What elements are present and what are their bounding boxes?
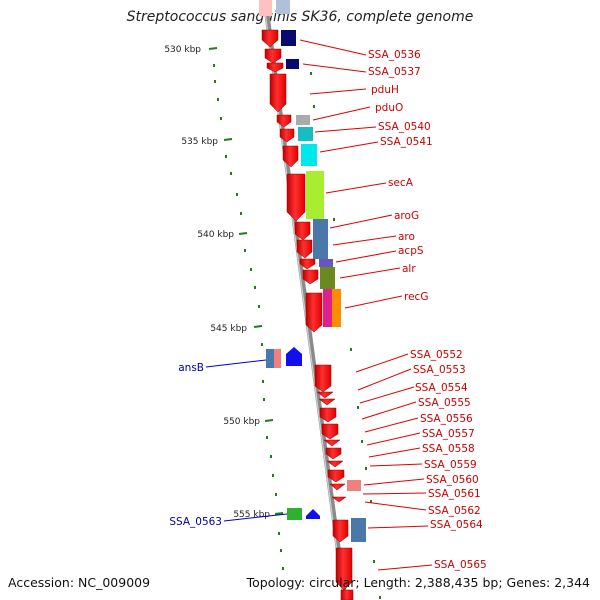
cds-feature — [302, 269, 319, 285]
gene-label[interactable]: aro — [398, 231, 415, 243]
gene-label[interactable]: SSA_0565 — [434, 559, 487, 571]
cog-feature — [286, 59, 299, 69]
ansB-feature — [274, 349, 281, 368]
ansB-feature — [266, 349, 274, 368]
cds-feature — [282, 145, 299, 168]
tick-555 — [274, 512, 284, 515]
gene-label[interactable]: SSA_0552 — [410, 349, 463, 361]
cds-feature — [264, 48, 282, 64]
gene-label[interactable]: SSA_0540 — [378, 121, 431, 133]
cds-feature — [327, 469, 345, 483]
map-title: Streptococcus sanguinis SK36, complete g… — [126, 9, 474, 25]
cog-feature — [281, 30, 296, 46]
cds-feature — [326, 460, 344, 468]
cds-feature — [331, 496, 347, 503]
cog-feature — [319, 259, 333, 267]
gene-label[interactable]: SSA_0559 — [424, 459, 477, 471]
scale-track-right — [310, 72, 381, 599]
cds-feature — [296, 239, 313, 259]
cds-feature — [329, 483, 346, 491]
reverse-track — [266, 347, 320, 520]
cds-feature — [318, 398, 336, 406]
cds-feature — [261, 29, 279, 48]
gene-label[interactable]: SSA_0554 — [415, 382, 468, 394]
tick-535 — [223, 138, 233, 141]
cds-feature — [266, 62, 284, 73]
cds-feature — [325, 447, 342, 460]
gene-label-ansB[interactable]: ansB — [178, 362, 204, 374]
tick-label-530: 530 kbp — [164, 45, 201, 55]
tick-545 — [253, 325, 263, 328]
cds-feature — [319, 407, 337, 423]
gene-label[interactable]: recG — [404, 291, 428, 303]
gene-label[interactable]: SSA_0556 — [420, 413, 473, 425]
cds-feature — [286, 173, 306, 222]
cds-feature — [299, 258, 316, 270]
gene-label[interactable]: alr — [402, 263, 416, 275]
cds-feature — [340, 589, 354, 600]
cog-feature — [347, 480, 361, 491]
cds-feature — [305, 292, 323, 333]
tick-label-545: 545 kbp — [210, 324, 247, 334]
cds-feature — [269, 73, 287, 113]
cog-feature — [351, 518, 366, 542]
cds-feature — [259, 0, 272, 16]
tick-label-555: 555 kbp — [233, 510, 270, 520]
ssa0563-arrow — [306, 509, 320, 519]
gene-label[interactable]: SSA_0536 — [368, 49, 421, 61]
cds-feature — [276, 114, 292, 128]
cog-feature — [298, 127, 313, 141]
cds-feature — [323, 439, 341, 447]
cog-track — [276, 0, 366, 542]
gene-label-ssa0563[interactable]: SSA_0563 — [169, 516, 222, 528]
tick-label-550: 550 kbp — [223, 417, 260, 427]
gene-label[interactable]: SSA_0558 — [422, 443, 475, 455]
cds-feature — [279, 128, 295, 143]
leader-lines-left — [205, 359, 288, 522]
gene-label[interactable]: SSA_0555 — [418, 397, 471, 409]
cog-feature — [320, 267, 335, 289]
accession-text: Accession: NC_009009 — [8, 575, 151, 590]
cog-feature — [313, 219, 328, 259]
cds-feature — [294, 221, 311, 241]
gene-label[interactable]: SSA_0564 — [430, 519, 483, 531]
cog-feature — [276, 0, 290, 14]
ansB-arrow — [286, 347, 302, 366]
leader-lines-right — [299, 39, 433, 571]
gene-label[interactable]: SSA_0541 — [380, 136, 433, 148]
cog-feature — [296, 115, 310, 125]
cds-feature — [321, 423, 339, 440]
topology-text: Topology: circular; Length: 2,388,435 bp… — [246, 575, 590, 590]
tick-550 — [264, 419, 274, 422]
cog-feature — [306, 171, 324, 219]
cog-feature — [323, 289, 332, 327]
scale-track-left — [213, 64, 284, 570]
gene-label[interactable]: SSA_0562 — [428, 505, 481, 517]
cog-feature — [301, 144, 317, 166]
gene-label[interactable]: secA — [388, 177, 414, 189]
cds-feature — [314, 364, 332, 393]
tick-530 — [208, 47, 218, 50]
tick-label-535: 535 kbp — [181, 137, 218, 147]
cds-track — [259, 0, 354, 600]
cds-feature — [316, 391, 334, 399]
gene-label[interactable]: aroG — [394, 210, 419, 222]
cog-feature — [332, 289, 341, 327]
gene-label[interactable]: pduO — [375, 102, 403, 114]
gene-label[interactable]: SSA_0537 — [368, 66, 421, 78]
ssa0563-feature — [287, 508, 302, 520]
tick-540 — [238, 232, 248, 235]
kbp-ticks — [208, 47, 284, 515]
gene-label[interactable]: SSA_0561 — [428, 488, 481, 500]
gene-label[interactable]: SSA_0560 — [426, 474, 479, 486]
gene-label[interactable]: pduH — [371, 84, 399, 96]
gene-label[interactable]: SSA_0557 — [422, 428, 475, 440]
cds-feature — [335, 547, 353, 591]
gene-label[interactable]: SSA_0553 — [413, 364, 466, 376]
gene-label[interactable]: acpS — [398, 245, 424, 257]
tick-label-540: 540 kbp — [197, 230, 234, 240]
cds-feature — [332, 519, 349, 543]
